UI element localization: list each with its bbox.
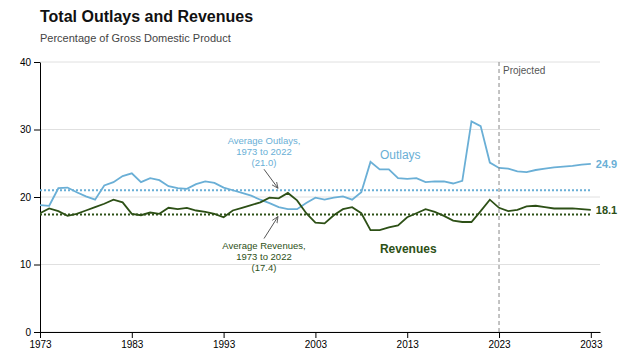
grid-line (40, 62, 600, 63)
y-tick-label: 30 (20, 124, 32, 135)
x-tick-label: 2003 (305, 339, 328, 350)
x-tick: 2023 (488, 332, 511, 350)
series-line (40, 121, 591, 209)
end-label: 18.1 (596, 204, 617, 216)
y-tick-mark (34, 332, 40, 333)
y-axis-line (40, 63, 41, 333)
series-label: Outlays (380, 148, 421, 162)
chart: Total Outlays and Revenues Percentage of … (0, 0, 640, 360)
x-tick: 2033 (580, 332, 603, 350)
plot: 1973 1983 1993 2003 2013 2023 2033 0 10 20 30 40 Pro… (20, 57, 617, 350)
x-tick-label: 1983 (121, 339, 144, 350)
x-tick-mark (499, 332, 500, 338)
end-label: 24.9 (596, 158, 617, 170)
x-axis-line (41, 332, 601, 333)
y-tick: 30 (20, 124, 40, 135)
average-annotation: Average Revenues,1973 to 2022(17.4) (222, 240, 305, 273)
grid-line (40, 332, 600, 333)
x-tick-mark (315, 332, 316, 338)
x-tick-mark (591, 332, 592, 338)
x-tick: 2013 (397, 332, 420, 350)
y-tick: 40 (20, 57, 40, 68)
subtitle: Percentage of Gross Domestic Product (40, 32, 231, 44)
x-tick-label: 2033 (580, 339, 603, 350)
series-label: Revenues (380, 242, 437, 256)
y-tick-mark (34, 197, 40, 198)
y-tick-label: 40 (20, 57, 32, 68)
x-tick: 1973 (29, 332, 52, 350)
series-line (40, 193, 591, 230)
average-annotation: Average Outlays,1973 to 2022(21.0) (228, 135, 301, 168)
average-line (40, 214, 591, 216)
y-tick: 20 (20, 192, 40, 203)
y-tick-label: 0 (25, 327, 31, 338)
y-tick-mark (34, 265, 40, 266)
y-tick-mark (34, 130, 40, 131)
grid-line (40, 264, 600, 265)
x-tick-label: 1973 (29, 339, 52, 350)
x-tick: 1993 (213, 332, 236, 350)
y-tick: 10 (20, 259, 40, 270)
x-tick-mark (224, 332, 225, 338)
annotation-arrow (264, 217, 278, 239)
projected-label: Projected (503, 65, 545, 76)
labels: Projected 24.9 18.1 Outlays Revenues Average … (222, 65, 617, 273)
x-tick-mark (40, 332, 41, 338)
grid (40, 62, 600, 332)
y-axis: 0 10 20 30 40 (20, 57, 41, 338)
x-axis: 1973 1983 1993 2003 2013 2023 2033 (29, 332, 603, 350)
title: Total Outlays and Revenues (40, 8, 253, 25)
x-tick-label: 2013 (397, 339, 420, 350)
x-tick: 2003 (305, 332, 328, 350)
x-tick-label: 2023 (488, 339, 511, 350)
y-tick-label: 20 (20, 192, 32, 203)
grid-line (40, 197, 600, 198)
y-tick-mark (34, 62, 40, 63)
marks (40, 62, 591, 332)
annotation-arrow (264, 169, 278, 188)
x-tick-mark (132, 332, 133, 338)
x-tick-mark (407, 332, 408, 338)
projected-line (499, 62, 500, 332)
grid-line (40, 129, 600, 130)
average-line (40, 189, 591, 191)
y-tick: 0 (25, 327, 40, 338)
x-tick: 1983 (121, 332, 144, 350)
x-tick-label: 1993 (213, 339, 236, 350)
y-tick-label: 10 (20, 259, 32, 270)
